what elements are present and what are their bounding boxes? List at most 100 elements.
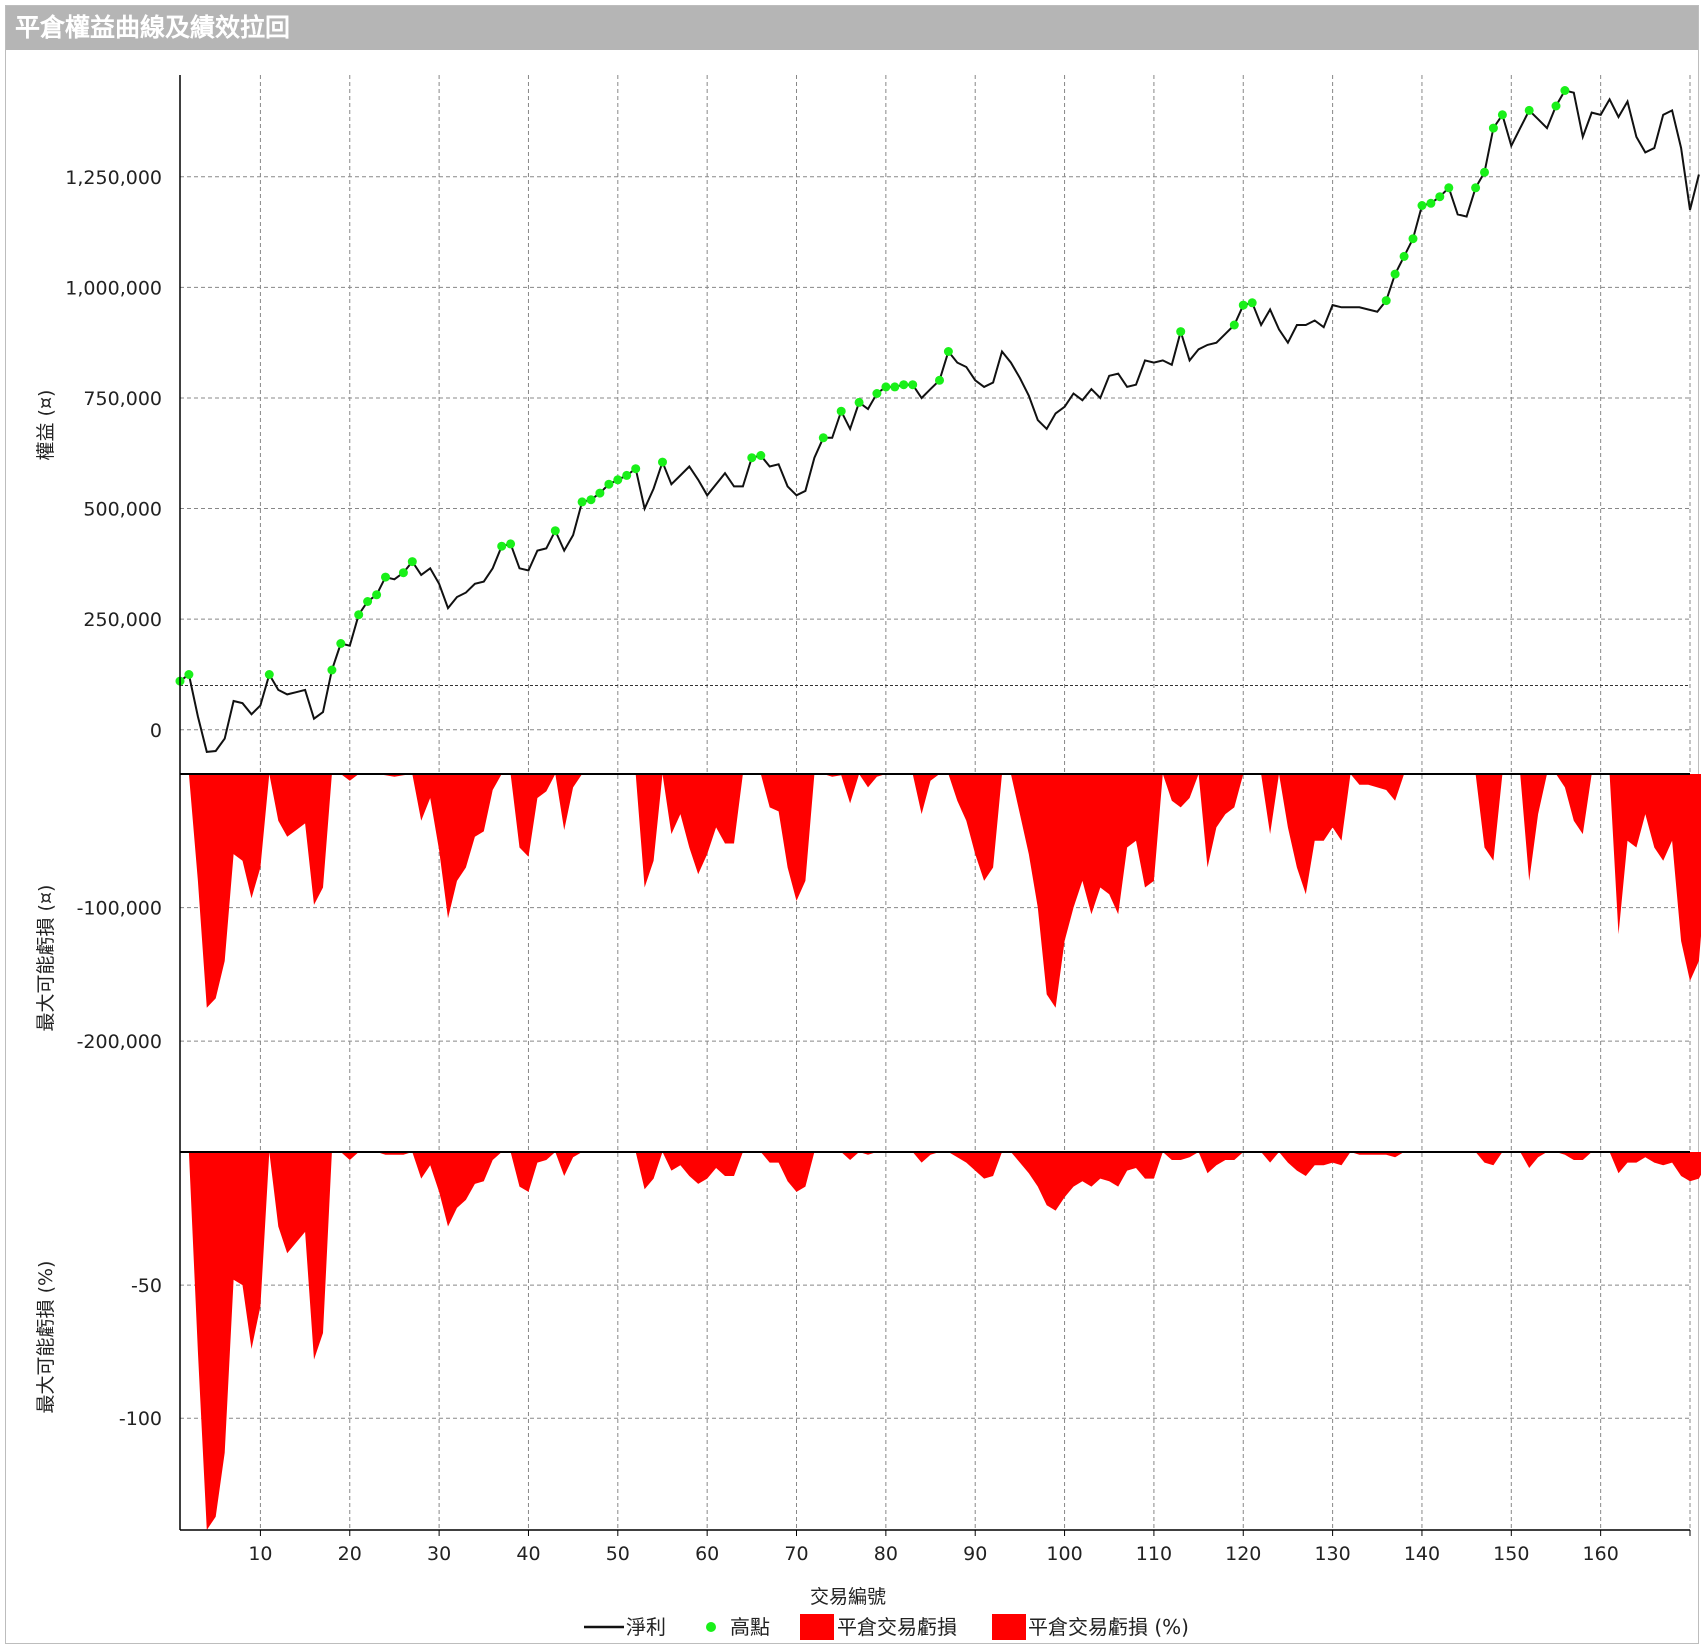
x-tick-label: 10	[248, 1543, 272, 1565]
y-tick-label: 0	[150, 720, 162, 742]
high-point	[622, 470, 632, 480]
x-tick-label: 30	[427, 1543, 451, 1565]
y-tick-label: 250,000	[83, 609, 162, 631]
legend-label-line: 淨利	[626, 1615, 666, 1639]
high-point	[613, 475, 623, 485]
high-point	[1417, 201, 1427, 210]
high-point	[1551, 101, 1561, 111]
high-point	[363, 597, 373, 606]
legend-label-highs: 高點	[730, 1615, 770, 1639]
high-point	[184, 670, 194, 679]
high-point	[1390, 269, 1400, 279]
high-point	[1488, 123, 1498, 133]
high-point	[1247, 298, 1257, 308]
high-point	[1480, 167, 1489, 177]
x-tick-label: 90	[963, 1543, 987, 1565]
x-tick-label: 110	[1136, 1543, 1172, 1565]
x-tick-label: 120	[1225, 1543, 1261, 1565]
y-tick-label: -200,000	[77, 1031, 162, 1053]
legend-label-dd-pct: 平倉交易虧損 (%)	[1028, 1615, 1189, 1639]
high-point	[854, 397, 864, 407]
x-tick-label: 140	[1404, 1543, 1440, 1565]
high-point	[1399, 251, 1409, 261]
y-tick-label: -50	[131, 1275, 162, 1297]
high-point	[1238, 300, 1248, 310]
high-point	[586, 495, 596, 505]
y-tick-label: -100,000	[77, 898, 162, 920]
x-tick-label: 70	[784, 1543, 808, 1565]
high-point	[658, 457, 667, 467]
high-point	[604, 479, 614, 489]
drawdown-value-area	[180, 774, 1701, 1008]
high-point	[1560, 86, 1570, 95]
y-tick-label: 1,250,000	[65, 167, 162, 189]
y-axis-title-dd-value: 最大可能虧損 (¤)	[35, 885, 57, 1032]
y-axis-title-equity: 權益 (¤)	[35, 390, 57, 461]
high-point	[1408, 234, 1418, 244]
equity-line	[179, 89, 1700, 753]
x-tick-label: 160	[1583, 1543, 1619, 1565]
legend-red-swatch-2	[992, 1614, 1026, 1640]
legend-item-line[interactable]: 淨利	[584, 1615, 666, 1639]
high-point	[1176, 327, 1186, 337]
high-point	[1426, 198, 1436, 208]
legend-item-dd-pct[interactable]: 平倉交易虧損 (%)	[992, 1614, 1189, 1640]
y-axis-title-dd-pct: 最大可能虧損 (%)	[35, 1261, 57, 1414]
drawdown-areas	[180, 774, 1701, 1530]
equity-highs	[175, 86, 1570, 686]
high-point	[943, 347, 953, 356]
high-point	[818, 433, 828, 443]
x-tick-label: 20	[338, 1543, 362, 1565]
high-point	[354, 610, 364, 620]
y-tick-label: 1,000,000	[65, 277, 162, 299]
x-tick-label: 100	[1046, 1543, 1082, 1565]
high-point	[1444, 183, 1454, 193]
high-point	[756, 451, 766, 460]
legend-item-dd-value[interactable]: 平倉交易虧損	[800, 1614, 957, 1640]
high-point	[872, 389, 882, 398]
legend-red-swatch	[800, 1614, 834, 1640]
high-point	[398, 568, 408, 578]
legend-item-highs[interactable]: 高點	[706, 1615, 770, 1639]
high-point	[631, 464, 641, 474]
high-point	[935, 375, 944, 385]
high-point	[264, 670, 274, 679]
high-point	[550, 526, 560, 536]
y-tick-label: -100	[119, 1408, 162, 1430]
high-point	[908, 380, 918, 390]
equity-polyline	[179, 89, 1700, 753]
high-point	[372, 590, 382, 600]
legend-dot-swatch	[706, 1622, 716, 1632]
high-point	[327, 665, 337, 675]
high-point	[890, 382, 900, 392]
high-point	[336, 639, 346, 648]
axis-labels: 10 20 30 40 50 60 70 80 90 100 110 120 130 140 150 160 0…	[65, 167, 1618, 1565]
high-point	[497, 541, 507, 551]
high-point	[1524, 105, 1534, 115]
high-point	[577, 497, 587, 507]
legend: 淨利 高點 平倉交易虧損 平倉交易虧損 (%)	[584, 1614, 1189, 1640]
high-point	[1229, 320, 1239, 330]
high-point	[506, 539, 516, 549]
x-axis-title: 交易編號	[810, 1586, 886, 1608]
legend-label-dd-value: 平倉交易虧損	[837, 1615, 957, 1639]
high-point	[881, 382, 891, 392]
high-point	[381, 572, 390, 582]
high-point	[1381, 296, 1391, 306]
high-point	[407, 557, 417, 567]
high-point	[1435, 192, 1445, 202]
high-point	[836, 406, 846, 416]
x-tick-label: 50	[606, 1543, 630, 1565]
y-tick-label: 750,000	[83, 388, 162, 410]
grid-lines	[180, 75, 1691, 1530]
x-tick-label: 150	[1493, 1543, 1529, 1565]
drawdown-pct-area	[180, 1152, 1701, 1530]
x-tick-label: 60	[695, 1543, 719, 1565]
high-point	[1497, 110, 1507, 120]
axes	[179, 75, 1691, 1536]
x-tick-label: 80	[874, 1543, 898, 1565]
chart-title: 平倉權益曲線及績效拉回	[6, 6, 1698, 50]
high-point	[1471, 183, 1481, 193]
x-tick-label: 40	[516, 1543, 540, 1565]
